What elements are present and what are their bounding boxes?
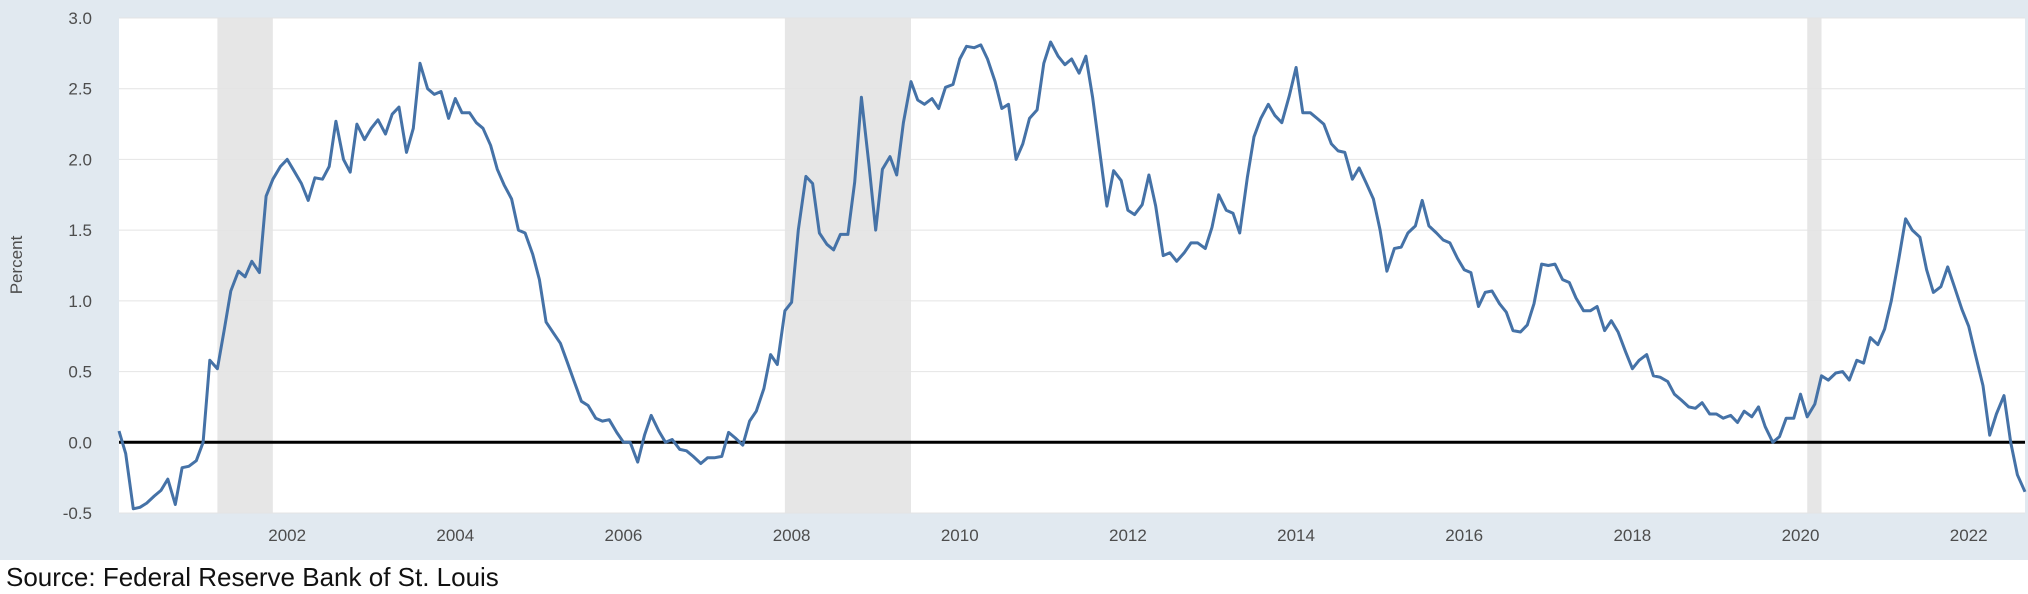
x-tick-label: 2010 (941, 526, 979, 545)
x-tick-label: 2012 (1109, 526, 1147, 545)
x-tick-label: 2006 (605, 526, 643, 545)
source-note: Source: Federal Reserve Bank of St. Loui… (6, 562, 499, 592)
recession-band (784, 18, 911, 513)
y-tick-label: -0.5 (63, 504, 92, 523)
x-tick-label: 2014 (1277, 526, 1315, 545)
recession-bands (217, 18, 1822, 513)
y-tick-label: 1.0 (68, 292, 92, 311)
y-tick-label: 1.5 (68, 221, 92, 240)
gridlines (119, 17, 2025, 514)
y-tick-label: 2.5 (68, 80, 92, 99)
x-tick-labels: 2002 2004 2006 2008 2010 2012 2014 2016 2018 2020… (268, 526, 1987, 545)
y-tick-labels: -0.5 0.0 0.5 1.0 1.5 2.0 2.5 3.0 (63, 9, 92, 523)
x-tick-label: 2004 (436, 526, 474, 545)
plot-area (119, 18, 2025, 513)
x-tick-label: 2002 (268, 526, 306, 545)
x-tick-label: 2016 (1445, 526, 1483, 545)
series-line (117, 40, 2027, 511)
x-tick-label: 2022 (1950, 526, 1988, 545)
y-tick-label: 0.0 (68, 433, 92, 452)
y-tick-label: 3.0 (68, 9, 92, 28)
y-tick-label: 0.5 (68, 363, 92, 382)
recession-band (1807, 18, 1822, 513)
x-tick-label: 2020 (1782, 526, 1820, 545)
recession-band (217, 18, 273, 513)
y-tick-label: 2.0 (68, 150, 92, 169)
y-axis-label: Percent (7, 235, 26, 294)
x-tick-label: 2018 (1613, 526, 1651, 545)
x-tick-label: 2008 (773, 526, 811, 545)
